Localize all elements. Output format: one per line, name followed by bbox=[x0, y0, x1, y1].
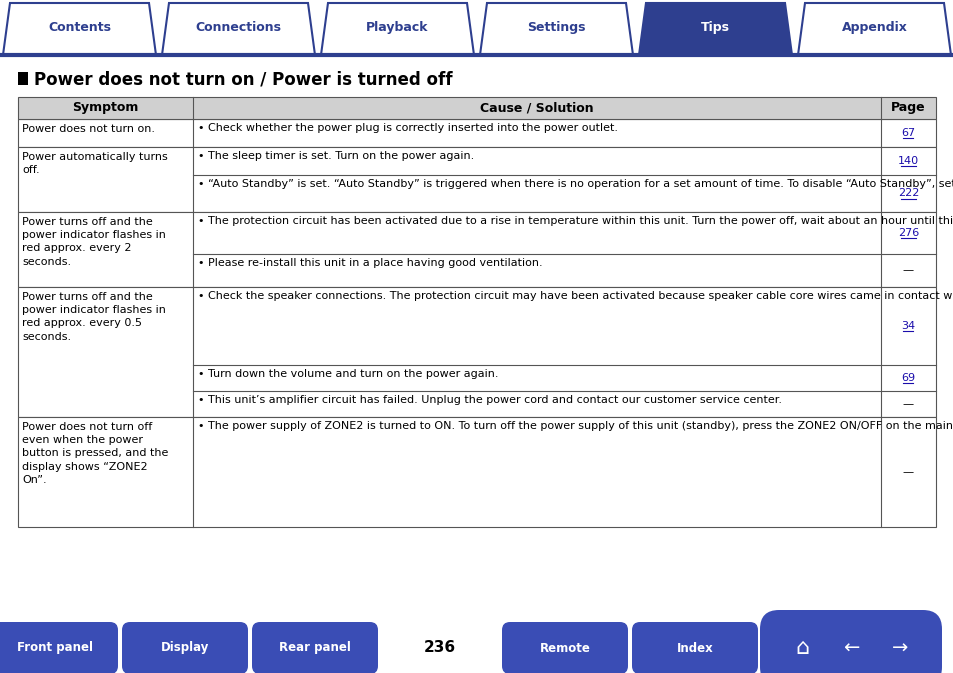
Text: Symptom: Symptom bbox=[72, 102, 138, 114]
Text: 140: 140 bbox=[897, 156, 918, 166]
Polygon shape bbox=[320, 3, 474, 55]
Text: 34: 34 bbox=[901, 321, 915, 331]
FancyBboxPatch shape bbox=[501, 622, 627, 673]
FancyBboxPatch shape bbox=[252, 622, 377, 673]
Text: • The sleep timer is set. Turn on the power again.: • The sleep timer is set. Turn on the po… bbox=[198, 151, 474, 161]
Text: Remote: Remote bbox=[539, 641, 590, 655]
Text: Display: Display bbox=[161, 641, 209, 655]
Text: ⌂: ⌂ bbox=[794, 638, 808, 658]
Text: ←: ← bbox=[841, 639, 859, 658]
Text: Front panel: Front panel bbox=[17, 641, 92, 655]
Text: 276: 276 bbox=[897, 228, 918, 238]
Text: • Check whether the power plug is correctly inserted into the power outlet.: • Check whether the power plug is correc… bbox=[198, 123, 618, 133]
Text: Power does not turn off
even when the power
button is pressed, and the
display s: Power does not turn off even when the po… bbox=[22, 422, 168, 485]
Text: Playback: Playback bbox=[366, 21, 428, 34]
Text: 69: 69 bbox=[901, 373, 915, 383]
Text: —: — bbox=[902, 399, 913, 409]
Text: Appendix: Appendix bbox=[841, 21, 906, 34]
Text: • Please re-install this unit in a place having good ventilation.: • Please re-install this unit in a place… bbox=[198, 258, 542, 268]
Polygon shape bbox=[639, 3, 791, 55]
Text: • “Auto Standby” is set. “Auto Standby” is triggered when there is no operation : • “Auto Standby” is set. “Auto Standby” … bbox=[198, 179, 953, 189]
Text: →: → bbox=[891, 639, 907, 658]
Bar bbox=[18, 287, 935, 417]
Text: Contents: Contents bbox=[48, 21, 111, 34]
Text: 222: 222 bbox=[897, 188, 919, 199]
Text: Power turns off and the
power indicator flashes in
red approx. every 0.5
seconds: Power turns off and the power indicator … bbox=[22, 292, 166, 342]
Polygon shape bbox=[162, 3, 314, 55]
Text: Connections: Connections bbox=[195, 21, 281, 34]
Text: Settings: Settings bbox=[527, 21, 585, 34]
Text: Power turns off and the
power indicator flashes in
red approx. every 2
seconds.: Power turns off and the power indicator … bbox=[22, 217, 166, 267]
Text: Power does not turn on.: Power does not turn on. bbox=[22, 124, 154, 134]
Polygon shape bbox=[3, 3, 156, 55]
Text: Index: Index bbox=[676, 641, 713, 655]
Text: Rear panel: Rear panel bbox=[279, 641, 351, 655]
Polygon shape bbox=[797, 3, 950, 55]
Text: Power does not turn on / Power is turned off: Power does not turn on / Power is turned… bbox=[34, 70, 452, 88]
Bar bbox=[18, 417, 935, 527]
Text: • This unit’s amplifier circuit has failed. Unplug the power cord and contact ou: • This unit’s amplifier circuit has fail… bbox=[198, 395, 781, 405]
Text: • The protection circuit has been activated due to a rise in temperature within : • The protection circuit has been activa… bbox=[198, 216, 953, 226]
Bar bbox=[18, 119, 935, 147]
Text: Power automatically turns
off.: Power automatically turns off. bbox=[22, 152, 168, 175]
FancyBboxPatch shape bbox=[122, 622, 248, 673]
Text: • Turn down the volume and turn on the power again.: • Turn down the volume and turn on the p… bbox=[198, 369, 498, 379]
Text: Cause / Solution: Cause / Solution bbox=[479, 102, 593, 114]
Text: —: — bbox=[902, 467, 913, 477]
Text: 236: 236 bbox=[423, 641, 456, 656]
Text: 67: 67 bbox=[901, 128, 915, 138]
Text: • The power supply of ZONE2 is turned to ON. To turn off the power supply of thi: • The power supply of ZONE2 is turned to… bbox=[198, 421, 953, 431]
FancyBboxPatch shape bbox=[808, 610, 892, 673]
FancyBboxPatch shape bbox=[857, 610, 941, 673]
Bar bbox=[18, 147, 935, 212]
FancyBboxPatch shape bbox=[760, 610, 843, 673]
Text: —: — bbox=[902, 266, 913, 275]
Bar bbox=[18, 97, 935, 119]
Bar bbox=[18, 212, 935, 287]
Text: Page: Page bbox=[890, 102, 924, 114]
FancyBboxPatch shape bbox=[631, 622, 758, 673]
FancyBboxPatch shape bbox=[0, 622, 118, 673]
Text: Tips: Tips bbox=[700, 21, 729, 34]
Text: • Check the speaker connections. The protection circuit may have been activated : • Check the speaker connections. The pro… bbox=[198, 291, 953, 301]
Polygon shape bbox=[479, 3, 633, 55]
Bar bbox=[18, 72, 28, 85]
